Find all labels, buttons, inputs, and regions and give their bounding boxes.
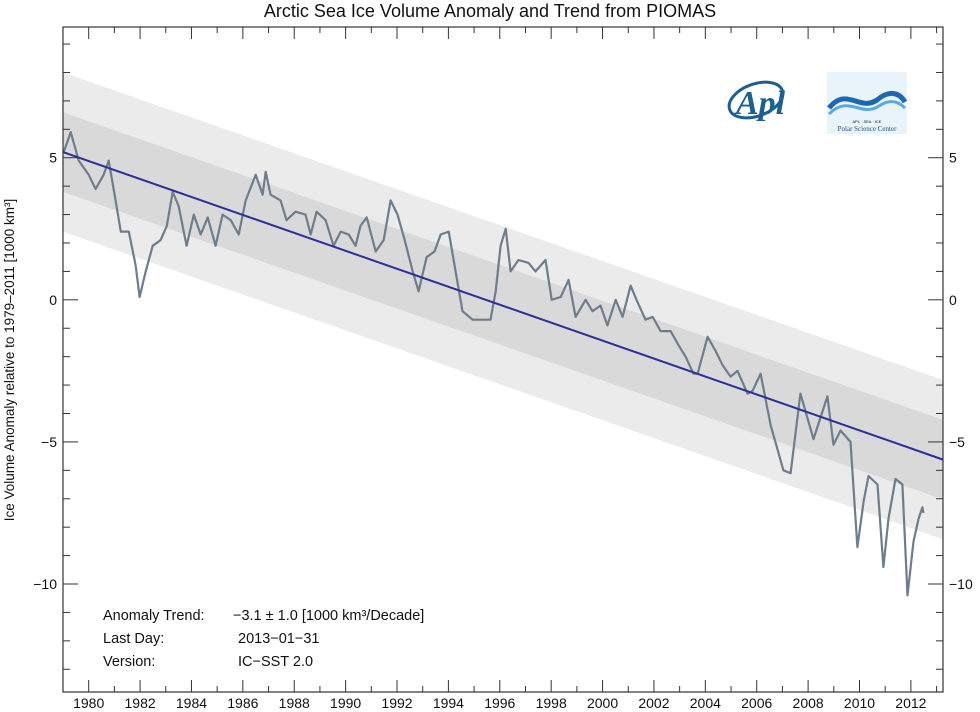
- trend-line: [62, 151, 944, 461]
- version-label: Version:: [103, 654, 155, 670]
- last-day-value: 2013−01−31: [238, 631, 319, 647]
- x-tick-label: 1988: [279, 695, 310, 711]
- y-tick-label-right: −10: [949, 576, 973, 592]
- y-tick-label: −10: [33, 576, 57, 592]
- x-tick-label: 1996: [484, 695, 515, 711]
- last-day-label: Last Day:: [103, 631, 164, 647]
- svg-text:Polar Science Center: Polar Science Center: [838, 125, 897, 133]
- y-tick-label: 5: [49, 150, 57, 166]
- x-tick-label: 1998: [536, 695, 567, 711]
- y-tick-label-right: 5: [949, 150, 957, 166]
- version-value: IC−SST 2.0: [238, 654, 313, 670]
- x-tick-label: 2012: [895, 695, 926, 711]
- x-tick-label: 1992: [381, 695, 412, 711]
- y-tick-label: 0: [49, 292, 57, 308]
- x-tick-label: 2000: [587, 695, 618, 711]
- x-tick-label: 1982: [125, 695, 156, 711]
- trend-line-group: [62, 151, 944, 461]
- x-tick-label: 1980: [73, 695, 104, 711]
- annotation-block: Anomaly Trend: −3.1 ± 1.0 [1000 km³/Deca…: [103, 608, 424, 670]
- y-axis: 5 5 0 0 −5 −5 −10 −10: [33, 43, 973, 670]
- x-tick-label: 2004: [690, 695, 721, 711]
- x-tick-label: 1986: [227, 695, 258, 711]
- x-tick-label: 1984: [176, 695, 207, 711]
- y-tick-label-right: −5: [949, 434, 965, 450]
- x-tick-label: 1990: [330, 695, 361, 711]
- x-tick-label: 2008: [793, 695, 824, 711]
- logo-apl: Apl: [727, 80, 786, 122]
- anomaly-series: [62, 131, 925, 597]
- y-tick-label-right: 0: [949, 292, 957, 308]
- x-tick-label: 1994: [433, 695, 464, 711]
- x-axis: 1980 1982 1984 1986 1988 1990 1992 1994 1996 1998…: [73, 27, 938, 711]
- chart-title: Arctic Sea Ice Volume Anomaly and Trend …: [264, 1, 716, 21]
- y-axis-label: Ice Volume Anomaly relative to 1979–2011…: [2, 199, 17, 521]
- anomaly-line: [62, 131, 925, 597]
- trend-value: −3.1 ± 1.0 [1000 km³/Decade]: [233, 608, 424, 624]
- x-tick-label: 2006: [741, 695, 772, 711]
- trend-label: Anomaly Trend:: [103, 608, 205, 624]
- plot-frame: [62, 26, 944, 693]
- x-tick-label: 2010: [844, 695, 875, 711]
- y-tick-label: −5: [41, 434, 57, 450]
- logo-polar-science-center: APL · SEA · ICE Polar Science Center: [827, 72, 908, 134]
- svg-text:Apl: Apl: [734, 85, 786, 122]
- x-tick-label: 2002: [638, 695, 669, 711]
- svg-text:APL · SEA · ICE: APL · SEA · ICE: [853, 119, 882, 124]
